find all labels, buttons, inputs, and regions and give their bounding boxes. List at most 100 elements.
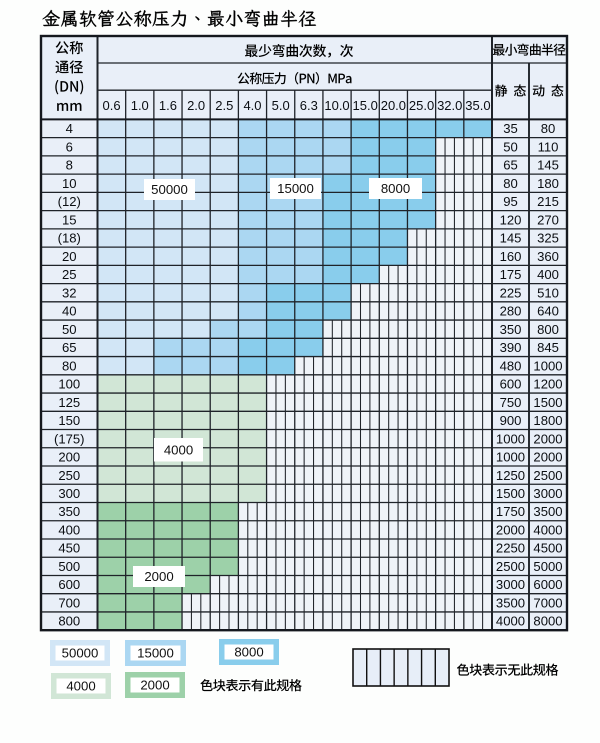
svg-text:20: 20 bbox=[62, 249, 77, 264]
svg-text:4.0: 4.0 bbox=[243, 98, 261, 113]
svg-text:1250: 1250 bbox=[496, 468, 525, 483]
svg-text:0.6: 0.6 bbox=[103, 98, 121, 113]
svg-text:3000: 3000 bbox=[533, 486, 562, 501]
svg-text:480: 480 bbox=[500, 358, 522, 373]
svg-text:35.0: 35.0 bbox=[465, 98, 490, 113]
svg-text:(12): (12) bbox=[58, 194, 81, 209]
svg-text:125: 125 bbox=[58, 395, 80, 410]
svg-text:1000: 1000 bbox=[496, 450, 525, 465]
svg-text:8000: 8000 bbox=[234, 645, 263, 660]
svg-text:280: 280 bbox=[500, 304, 522, 319]
svg-text:2250: 2250 bbox=[496, 541, 525, 556]
svg-text:3500: 3500 bbox=[533, 504, 562, 519]
svg-text:10: 10 bbox=[62, 176, 77, 191]
svg-text:50000: 50000 bbox=[151, 182, 188, 197]
svg-text:5.0: 5.0 bbox=[272, 98, 290, 113]
svg-text:50: 50 bbox=[62, 322, 77, 337]
svg-text:800: 800 bbox=[537, 322, 559, 337]
svg-text:1.6: 1.6 bbox=[159, 98, 177, 113]
svg-text:4000: 4000 bbox=[496, 614, 525, 629]
svg-text:15.0: 15.0 bbox=[353, 98, 378, 113]
svg-text:400: 400 bbox=[537, 267, 559, 282]
svg-text:5000: 5000 bbox=[533, 559, 562, 574]
svg-text:750: 750 bbox=[500, 395, 522, 410]
svg-text:35: 35 bbox=[503, 121, 518, 136]
svg-text:4000: 4000 bbox=[533, 522, 562, 537]
svg-text:510: 510 bbox=[537, 285, 559, 300]
svg-text:175: 175 bbox=[500, 267, 522, 282]
svg-text:8000: 8000 bbox=[381, 181, 410, 196]
svg-text:160: 160 bbox=[500, 249, 522, 264]
svg-text:100: 100 bbox=[58, 377, 80, 392]
svg-text:95: 95 bbox=[503, 194, 518, 209]
svg-text:845: 845 bbox=[537, 340, 559, 355]
svg-text:1200: 1200 bbox=[533, 377, 562, 392]
svg-text:350: 350 bbox=[500, 322, 522, 337]
svg-text:65: 65 bbox=[503, 158, 518, 173]
svg-text:2000: 2000 bbox=[140, 678, 169, 693]
svg-text:25.0: 25.0 bbox=[409, 98, 434, 113]
svg-text:20.0: 20.0 bbox=[381, 98, 406, 113]
svg-text:40: 40 bbox=[62, 304, 77, 319]
svg-text:6: 6 bbox=[66, 139, 73, 154]
svg-text:1000: 1000 bbox=[533, 358, 562, 373]
svg-text:1500: 1500 bbox=[533, 395, 562, 410]
svg-text:15000: 15000 bbox=[137, 646, 174, 661]
svg-text:4: 4 bbox=[66, 121, 73, 136]
svg-text:(18): (18) bbox=[58, 231, 81, 246]
svg-text:150: 150 bbox=[58, 413, 80, 428]
svg-text:900: 900 bbox=[500, 413, 522, 428]
svg-text:145: 145 bbox=[500, 231, 522, 246]
svg-text:80: 80 bbox=[62, 358, 77, 373]
svg-text:250: 250 bbox=[58, 468, 80, 483]
svg-text:15: 15 bbox=[62, 212, 77, 227]
svg-text:2000: 2000 bbox=[496, 522, 525, 537]
svg-text:7000: 7000 bbox=[533, 595, 562, 610]
svg-text:6.3: 6.3 bbox=[300, 98, 318, 113]
svg-text:180: 180 bbox=[537, 176, 559, 191]
svg-text:600: 600 bbox=[58, 577, 80, 592]
svg-text:1000: 1000 bbox=[496, 431, 525, 446]
svg-text:2000: 2000 bbox=[144, 569, 173, 584]
svg-text:25: 25 bbox=[62, 267, 77, 282]
svg-text:120: 120 bbox=[500, 212, 522, 227]
svg-text:325: 325 bbox=[537, 231, 559, 246]
svg-text:3000: 3000 bbox=[496, 577, 525, 592]
svg-text:2000: 2000 bbox=[533, 431, 562, 446]
svg-text:4000: 4000 bbox=[66, 679, 95, 694]
svg-text:145: 145 bbox=[537, 158, 559, 173]
svg-text:80: 80 bbox=[541, 121, 556, 136]
svg-text:4000: 4000 bbox=[164, 442, 193, 457]
svg-text:50000: 50000 bbox=[62, 646, 99, 661]
svg-text:400: 400 bbox=[58, 522, 80, 537]
svg-text:2.0: 2.0 bbox=[187, 98, 205, 113]
svg-text:390: 390 bbox=[500, 340, 522, 355]
svg-text:200: 200 bbox=[58, 450, 80, 465]
svg-text:80: 80 bbox=[503, 176, 518, 191]
svg-text:2500: 2500 bbox=[533, 468, 562, 483]
svg-text:15000: 15000 bbox=[277, 181, 314, 196]
svg-text:8: 8 bbox=[66, 158, 73, 173]
svg-text:6000: 6000 bbox=[533, 577, 562, 592]
svg-text:600: 600 bbox=[500, 377, 522, 392]
svg-text:700: 700 bbox=[58, 595, 80, 610]
svg-text:800: 800 bbox=[58, 614, 80, 629]
svg-text:65: 65 bbox=[62, 340, 77, 355]
svg-text:32.0: 32.0 bbox=[437, 98, 462, 113]
svg-text:270: 270 bbox=[537, 212, 559, 227]
svg-text:(175): (175) bbox=[54, 431, 85, 446]
svg-text:350: 350 bbox=[58, 504, 80, 519]
svg-text:215: 215 bbox=[537, 194, 559, 209]
svg-text:1800: 1800 bbox=[533, 413, 562, 428]
svg-text:1.0: 1.0 bbox=[131, 98, 149, 113]
svg-text:2.5: 2.5 bbox=[215, 98, 233, 113]
svg-text:300: 300 bbox=[58, 486, 80, 501]
svg-text:8000: 8000 bbox=[533, 614, 562, 629]
svg-text:360: 360 bbox=[537, 249, 559, 264]
svg-text:1500: 1500 bbox=[496, 486, 525, 501]
svg-text:1750: 1750 bbox=[496, 504, 525, 519]
svg-text:32: 32 bbox=[62, 285, 77, 300]
svg-text:4500: 4500 bbox=[533, 541, 562, 556]
svg-text:450: 450 bbox=[58, 541, 80, 556]
svg-text:225: 225 bbox=[500, 285, 522, 300]
